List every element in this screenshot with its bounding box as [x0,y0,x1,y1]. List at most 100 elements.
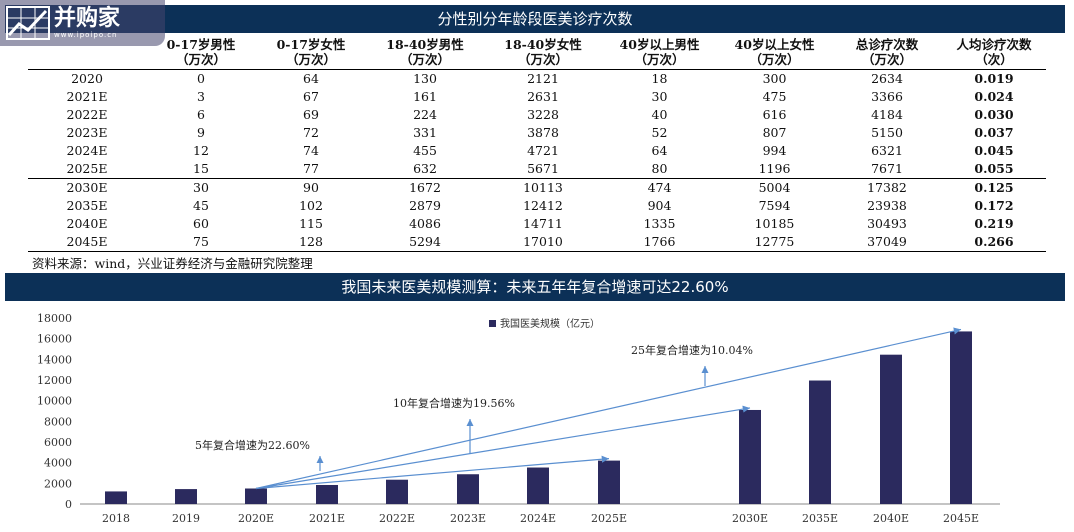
table-cell: 74 [303,143,319,158]
legend-swatch [489,320,496,327]
source-note: 资料来源：wind，兴业证券经济与金融研究院整理 [32,256,313,271]
table-row: 2020 0 64 130 2121 18 300 2634 0.019 [28,70,1046,89]
table-cell: 0.019 [974,71,1014,86]
table-cell: 0.037 [974,125,1014,140]
table-row: 2025E 15 77 632 5671 80 1196 7671 0.055 [28,160,1046,179]
growth-arrow [255,327,962,490]
table-cell: 69 [303,107,319,122]
row-year: 2035E [66,198,108,213]
table-row: 2021E 3 67 161 2631 30 475 3366 0.024 [28,88,1046,106]
column-header-label: 人均诊疗次数 [956,37,1032,52]
table-cell: 77 [303,161,319,176]
y-tick-label: 10000 [37,395,72,408]
row-year: 2024E [66,143,108,158]
y-tick-label: 16000 [37,333,72,346]
table-cell: 300 [762,71,787,86]
table-cell: 10113 [484,178,602,197]
growth-arrow [255,405,751,490]
table-cell: 75 [146,233,256,252]
row-year: 2023E [66,125,108,140]
table-cell: 807 [762,125,787,140]
y-tick-label: 2000 [44,477,72,490]
watermark-name: 并购家 [54,6,121,31]
y-tick-label: 18000 [37,312,72,325]
growth-annotation: 25年复合增速为10.04% [631,343,753,357]
table-cell: 0.125 [942,178,1046,197]
column-header: 0-17岁男性 （万次） [146,35,256,70]
table-cell: 6 [197,107,205,122]
x-tick-label: 2025E [591,512,627,525]
x-tick-label: 2045E [943,512,979,525]
table-row: 2024E 12 74 455 4721 64 994 6321 0.045 [28,142,1046,160]
column-header-label: 0-17岁男性 [166,37,236,52]
column-header-unit: （万次） [634,52,685,67]
table-cell: 0.172 [974,198,1014,213]
bar [598,460,620,504]
bar [809,380,831,504]
table-body: 2020 0 64 130 2121 18 300 2634 0.019 2021E 3 67 161 2… [28,70,1046,252]
x-tick-label: 2040E [873,512,909,525]
table-cell: 130 [413,71,437,86]
x-tick-label: 2023E [450,512,486,525]
table-cell: 52 [651,125,668,140]
table-cell: 5150 [871,125,903,140]
column-header: 40岁以上男性 （万次） [602,35,717,70]
table-cell: 115 [299,216,323,231]
growth-annotation: 5年复合增速为22.60% [195,438,310,452]
row-year: 2025E [66,161,108,176]
bar [105,491,127,504]
table-cell: 1672 [366,178,484,197]
column-header-label: 总诊疗次数 [855,37,919,52]
table-cell: 4086 [409,216,441,231]
table-cell: 331 [413,125,437,140]
table-cell: 7671 [871,161,903,176]
row-year: 2021E [66,89,108,104]
chart-title: 我国未来医美规模测算：未来五年年复合增速可达22.60% [5,273,1065,301]
table-cell: 12 [193,143,209,158]
x-tick-label: 2030E [732,512,768,525]
x-tick-label: 2019 [172,512,200,525]
column-header-label: 18-40岁女性 [504,37,582,52]
column-header-label: 40岁以上女性 [734,37,815,52]
table-cell: 12775 [717,233,832,252]
table-cell: 4184 [871,107,903,122]
column-header: 人均诊疗次数 （次） [942,35,1046,70]
table-cell: 67 [303,89,319,104]
y-tick-label: 14000 [37,353,72,366]
table-cell: 30493 [867,216,907,231]
growth-arrow [255,455,610,490]
column-header-unit: （万次） [861,52,912,67]
bar [880,354,902,504]
bar [457,474,479,504]
y-tick-label: 0 [65,498,72,511]
x-tick-label: 2021E [309,512,345,525]
table-cell: 128 [256,233,366,252]
table-cell: 6321 [871,143,903,158]
table-cell: 64 [651,143,668,158]
table-cell: 2121 [527,71,559,86]
table-cell: 45 [193,198,209,213]
table-cell: 0.024 [974,89,1014,104]
row-year: 2040E [66,216,108,231]
bar [739,409,761,504]
consultation-table: 0-17岁男性 （万次） 0-17岁女性 （万次） 18-40岁男性 （万次） 18-40岁… [28,35,1046,252]
table-cell: 3228 [527,107,559,122]
table-cell: 3 [197,89,205,104]
table-title: 分性别分年龄段医美诊疗次数 [5,5,1065,33]
y-tick-label: 6000 [44,436,72,449]
table-cell: 80 [651,161,668,176]
column-header: 18-40岁男性 （万次） [366,35,484,70]
column-header: 40岁以上女性 （万次） [717,35,832,70]
growth-annotation: 10年复合增速为19.56% [393,396,515,410]
table-cell: 30 [651,89,668,104]
x-tick-label: 2020E [238,512,274,525]
bar [950,331,972,504]
table-cell: 5671 [527,161,559,176]
table-cell: 455 [413,143,437,158]
table-cell: 1335 [643,216,676,231]
column-header-label: 40岁以上男性 [619,37,700,52]
row-year: 2045E [28,233,146,252]
table-cell: 64 [303,71,319,86]
watermark-logo: 并购家 www.ipoipo.cn [0,0,165,46]
bar [527,467,549,504]
